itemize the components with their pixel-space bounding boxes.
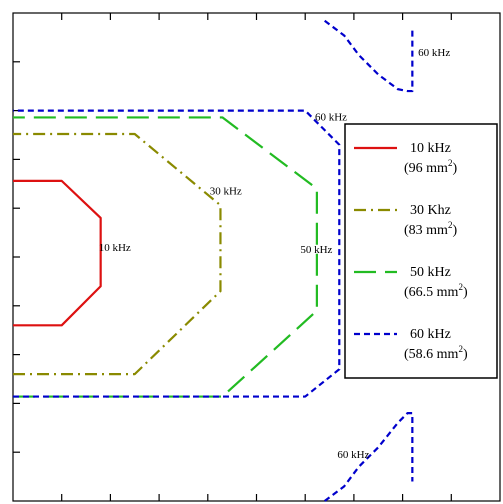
contour-label-2: 50 kHz <box>300 244 332 256</box>
contour-line-0 <box>13 179 102 327</box>
legend-name-0: 10 kHz <box>410 141 451 156</box>
contour-line-2 <box>13 116 318 398</box>
axis-ticks <box>13 13 452 501</box>
contour-labels: 10 kHz 30 kHz 50 kHz 60 kHz 60 kHz 60 kHz <box>99 47 451 461</box>
legend-name-3: 60 kHz <box>410 327 451 342</box>
legend-area-1: (83 mm2) <box>404 220 457 238</box>
legend-area-0: (96 mm2) <box>404 158 457 176</box>
legend-name-1: 30 Khz <box>410 203 451 218</box>
contour-lines <box>13 19 414 502</box>
legend-box <box>344 123 498 379</box>
legend-area-2: (66.5 mm2) <box>404 282 468 300</box>
legend: 10 kHz (96 mm2) 30 Khz (83 mm2) 50 kHz (66.5 … <box>344 123 498 379</box>
contour-line-4 <box>324 412 414 502</box>
contour-label-5: 60 kHz <box>418 47 450 59</box>
legend-name-2: 50 kHz <box>410 265 451 280</box>
contour-line-1 <box>13 132 222 376</box>
contour-line-5 <box>324 19 414 93</box>
contour-label-3: 60 kHz <box>315 111 347 123</box>
legend-area-3: (58.6 mm2) <box>404 344 468 362</box>
contour-line-3 <box>13 109 341 398</box>
contour-label-1: 30 kHz <box>210 186 242 198</box>
contour-label-0: 10 kHz <box>99 242 131 254</box>
contour-label-4: 60 kHz <box>337 449 369 461</box>
